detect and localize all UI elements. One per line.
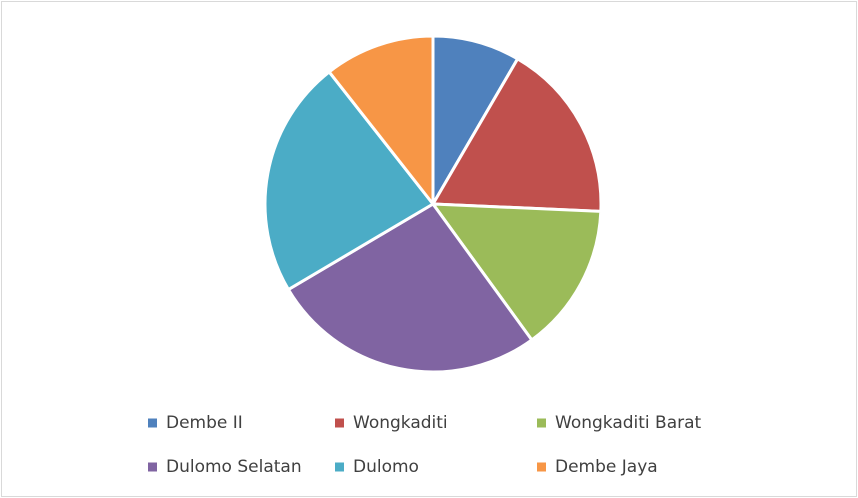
legend-marker (148, 418, 157, 428)
legend-label: Wongkaditi Barat (555, 413, 702, 433)
pie-slice (327, 34, 435, 209)
legend-marker (335, 462, 344, 472)
legend-label: Dembe II (166, 413, 243, 433)
legend-label: Wongkaditi (353, 413, 448, 433)
pie-slice (286, 202, 534, 374)
legend-label: Dulomo Selatan (166, 457, 302, 477)
pie-slice (430, 56, 603, 213)
legend-label: Dulomo (353, 457, 419, 477)
legend-marker (335, 418, 344, 428)
pie-slice (263, 69, 436, 292)
pie-slice (431, 34, 520, 210)
pie-slice (429, 202, 603, 343)
legend-label: Dembe Jaya (555, 457, 658, 477)
legend-marker (148, 462, 157, 472)
legend-marker (537, 462, 546, 472)
legend-marker (537, 418, 546, 428)
